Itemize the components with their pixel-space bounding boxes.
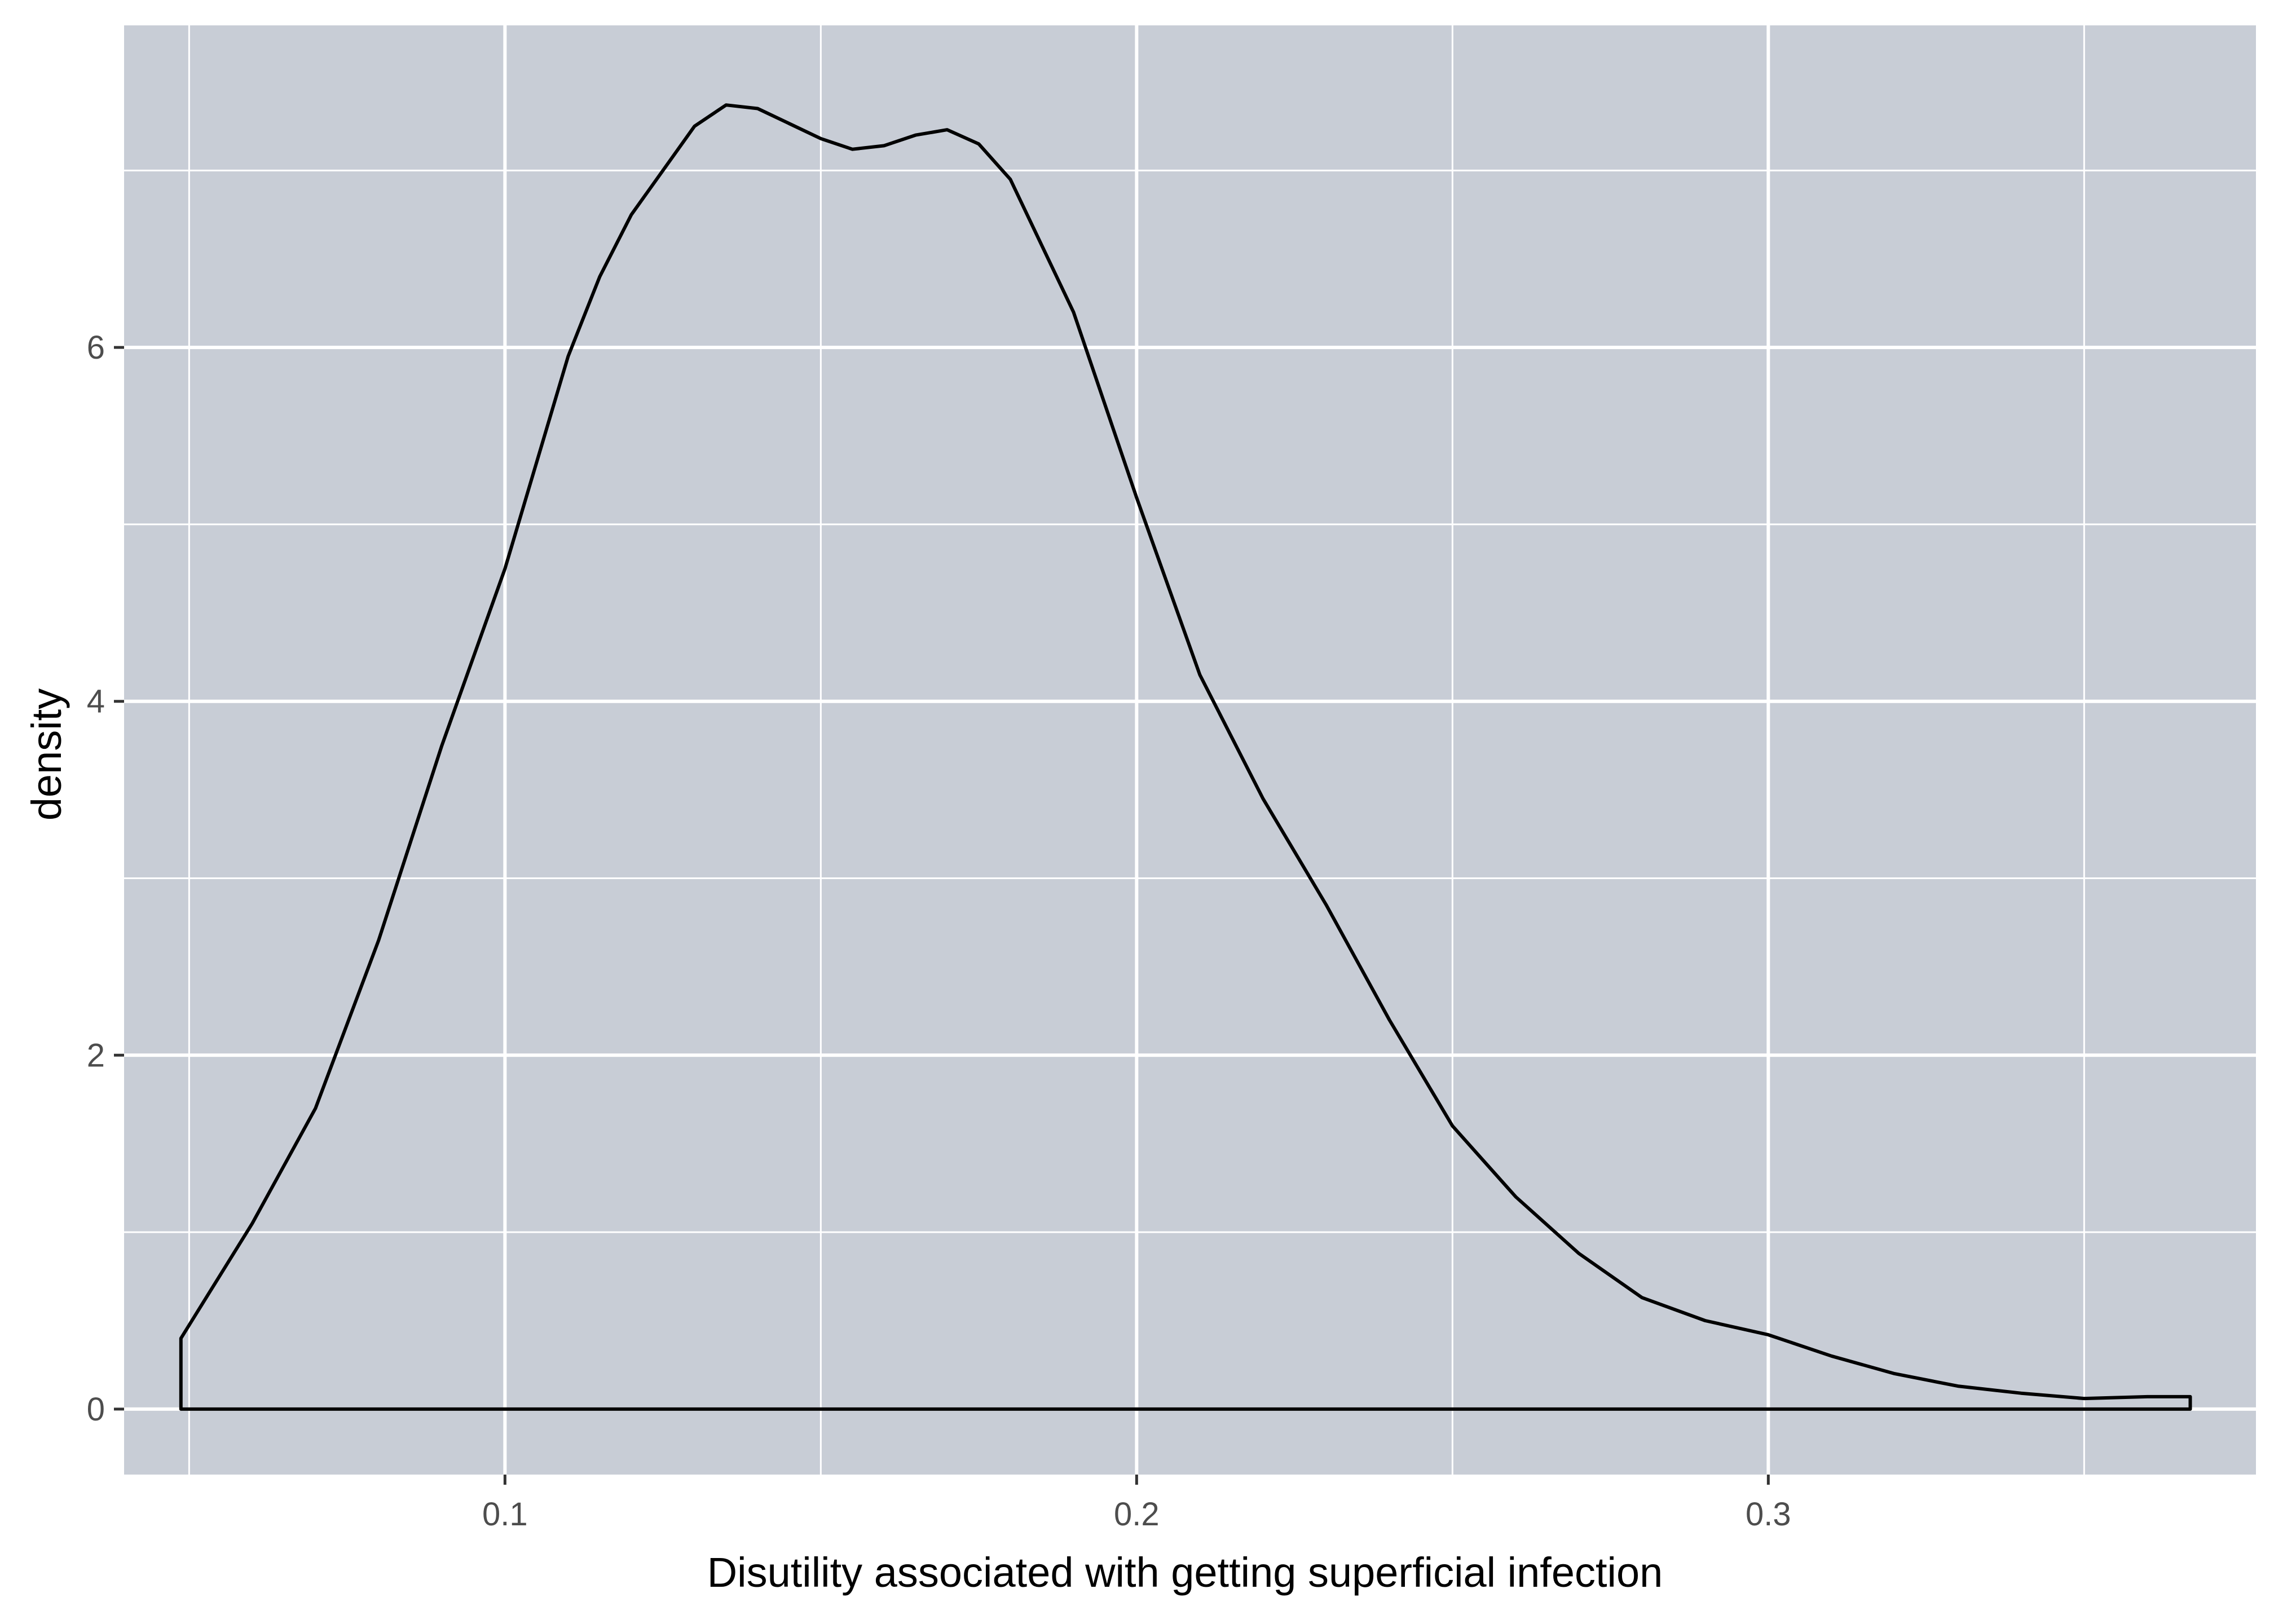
x-tick-label: 0.3	[1746, 1496, 1791, 1533]
x-axis-ticks: 0.1 0.2 0.3	[482, 1475, 1791, 1533]
plot-panel	[124, 25, 2256, 1475]
minor-gridlines	[124, 25, 2256, 1475]
y-tick-label: 2	[87, 1037, 105, 1074]
y-axis-ticks: 0 2 4 6	[87, 329, 124, 1428]
y-tick-label: 4	[87, 683, 105, 720]
y-axis-title: density	[23, 689, 70, 820]
x-tick-label: 0.1	[482, 1496, 528, 1533]
density-series	[179, 103, 2192, 1411]
density-curve	[179, 103, 2192, 1411]
x-tick-label: 0.2	[1114, 1496, 1160, 1533]
x-axis-title: Disutility associated with getting super…	[707, 1549, 1663, 1596]
y-tick-label: 0	[87, 1391, 105, 1428]
y-tick-label: 6	[87, 329, 105, 366]
